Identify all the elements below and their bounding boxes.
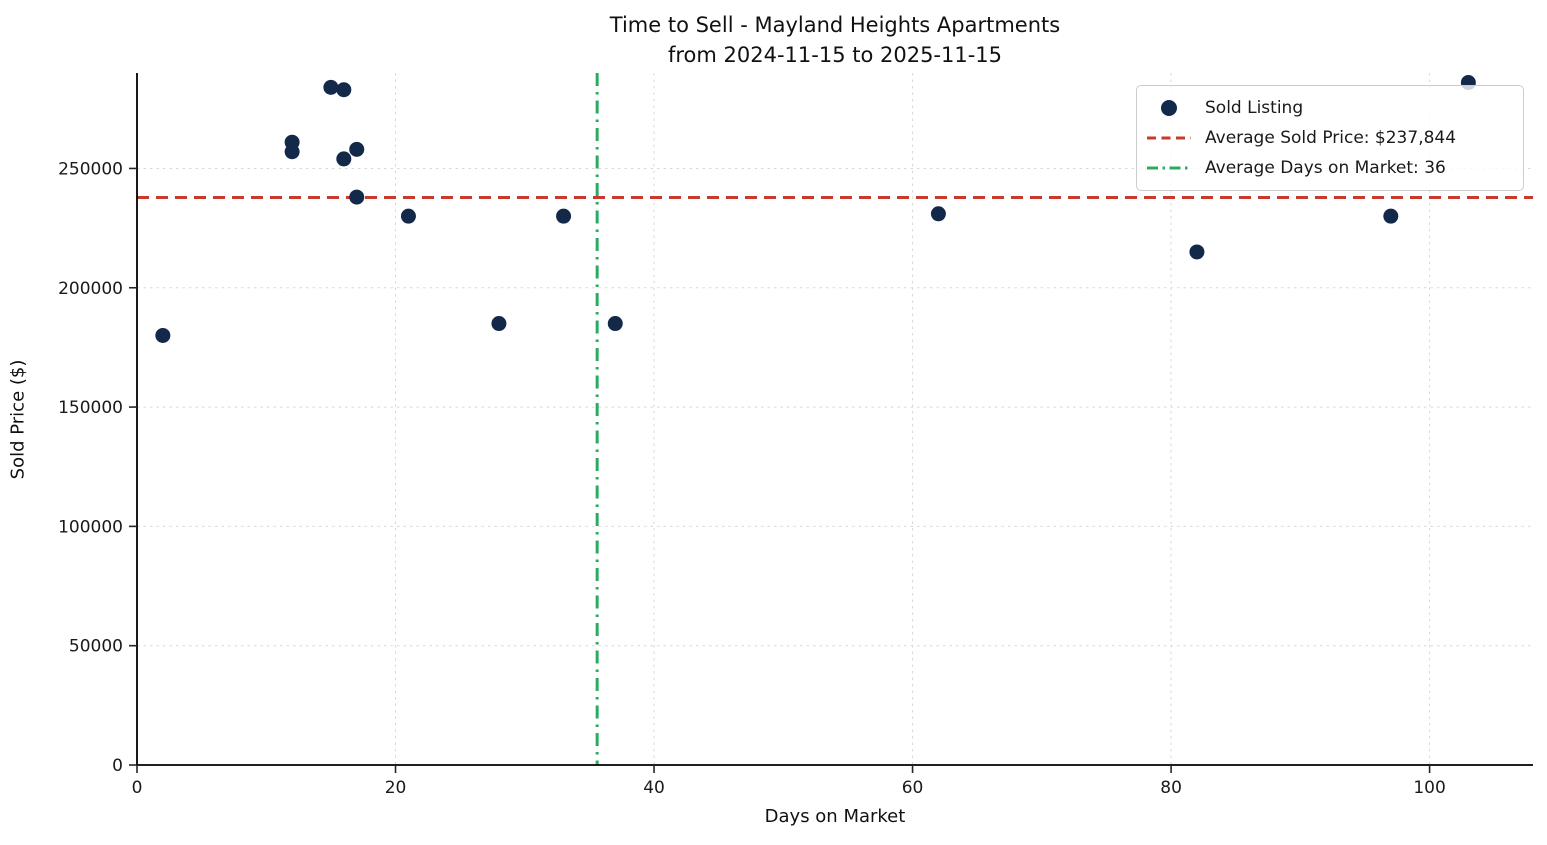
x-axis-label: Days on Market <box>764 806 906 827</box>
y-tick-label: 100000 <box>58 517 123 537</box>
scatter-point <box>400 208 416 224</box>
x-tick-label: 20 <box>385 778 407 798</box>
tick-labels: 0 20 40 60 80 100 0 50000 100000 150000 200000 2500… <box>58 159 1446 798</box>
scatter-point <box>930 206 946 222</box>
scatter-point <box>556 208 572 224</box>
x-tick-label: 100 <box>1413 778 1445 798</box>
y-tick-label: 0 <box>112 756 123 776</box>
x-tick-label: 80 <box>1160 778 1182 798</box>
y-tick-label: 150000 <box>58 398 123 418</box>
chart-subtitle: from 2024-11-15 to 2025-11-15 <box>667 43 1003 67</box>
legend-item-avg-days: Average Days on Market: 36 <box>1145 153 1511 183</box>
legend-item-sold-listing: Sold Listing <box>1145 93 1511 123</box>
y-tick-label: 250000 <box>58 159 123 179</box>
scatter-point <box>607 316 623 332</box>
axis-spines <box>136 73 1533 766</box>
y-tick-label: 50000 <box>69 637 123 657</box>
y-axis-label: Sold Price ($) <box>7 359 29 480</box>
scatter-point <box>1383 208 1399 224</box>
chart-title: Time to Sell - Mayland Heights Apartment… <box>609 13 1061 37</box>
legend-label-avg-price: Average Sold Price: $237,844 <box>1205 128 1457 148</box>
scatter-point <box>349 141 365 157</box>
avg-days-line-icon <box>1147 166 1191 170</box>
scatter-point <box>155 327 171 343</box>
sold-listing-marker-icon <box>1161 100 1177 116</box>
scatter-point <box>323 79 339 95</box>
tick-marks <box>129 167 1431 773</box>
avg-price-line-icon <box>1147 136 1191 140</box>
x-tick-label: 0 <box>132 778 143 798</box>
legend: Sold Listing Average Sold Price: $237,84… <box>1136 85 1524 191</box>
x-tick-label: 40 <box>643 778 665 798</box>
scatter-point <box>349 189 365 205</box>
x-tick-label: 60 <box>902 778 924 798</box>
scatter-point <box>336 151 352 167</box>
y-tick-label: 200000 <box>58 279 123 299</box>
scatter-point <box>1189 244 1205 260</box>
scatter-points <box>155 75 1476 343</box>
legend-label-avg-days: Average Days on Market: 36 <box>1205 158 1446 178</box>
scatter-point <box>491 316 507 332</box>
legend-item-avg-price: Average Sold Price: $237,844 <box>1145 123 1511 153</box>
chart-title-block: Time to Sell - Mayland Heights Apartment… <box>137 10 1533 70</box>
scatter-point <box>284 144 300 160</box>
legend-label-sold-listing: Sold Listing <box>1205 98 1304 118</box>
scatter-point <box>336 82 352 98</box>
reference-lines <box>137 73 1533 765</box>
